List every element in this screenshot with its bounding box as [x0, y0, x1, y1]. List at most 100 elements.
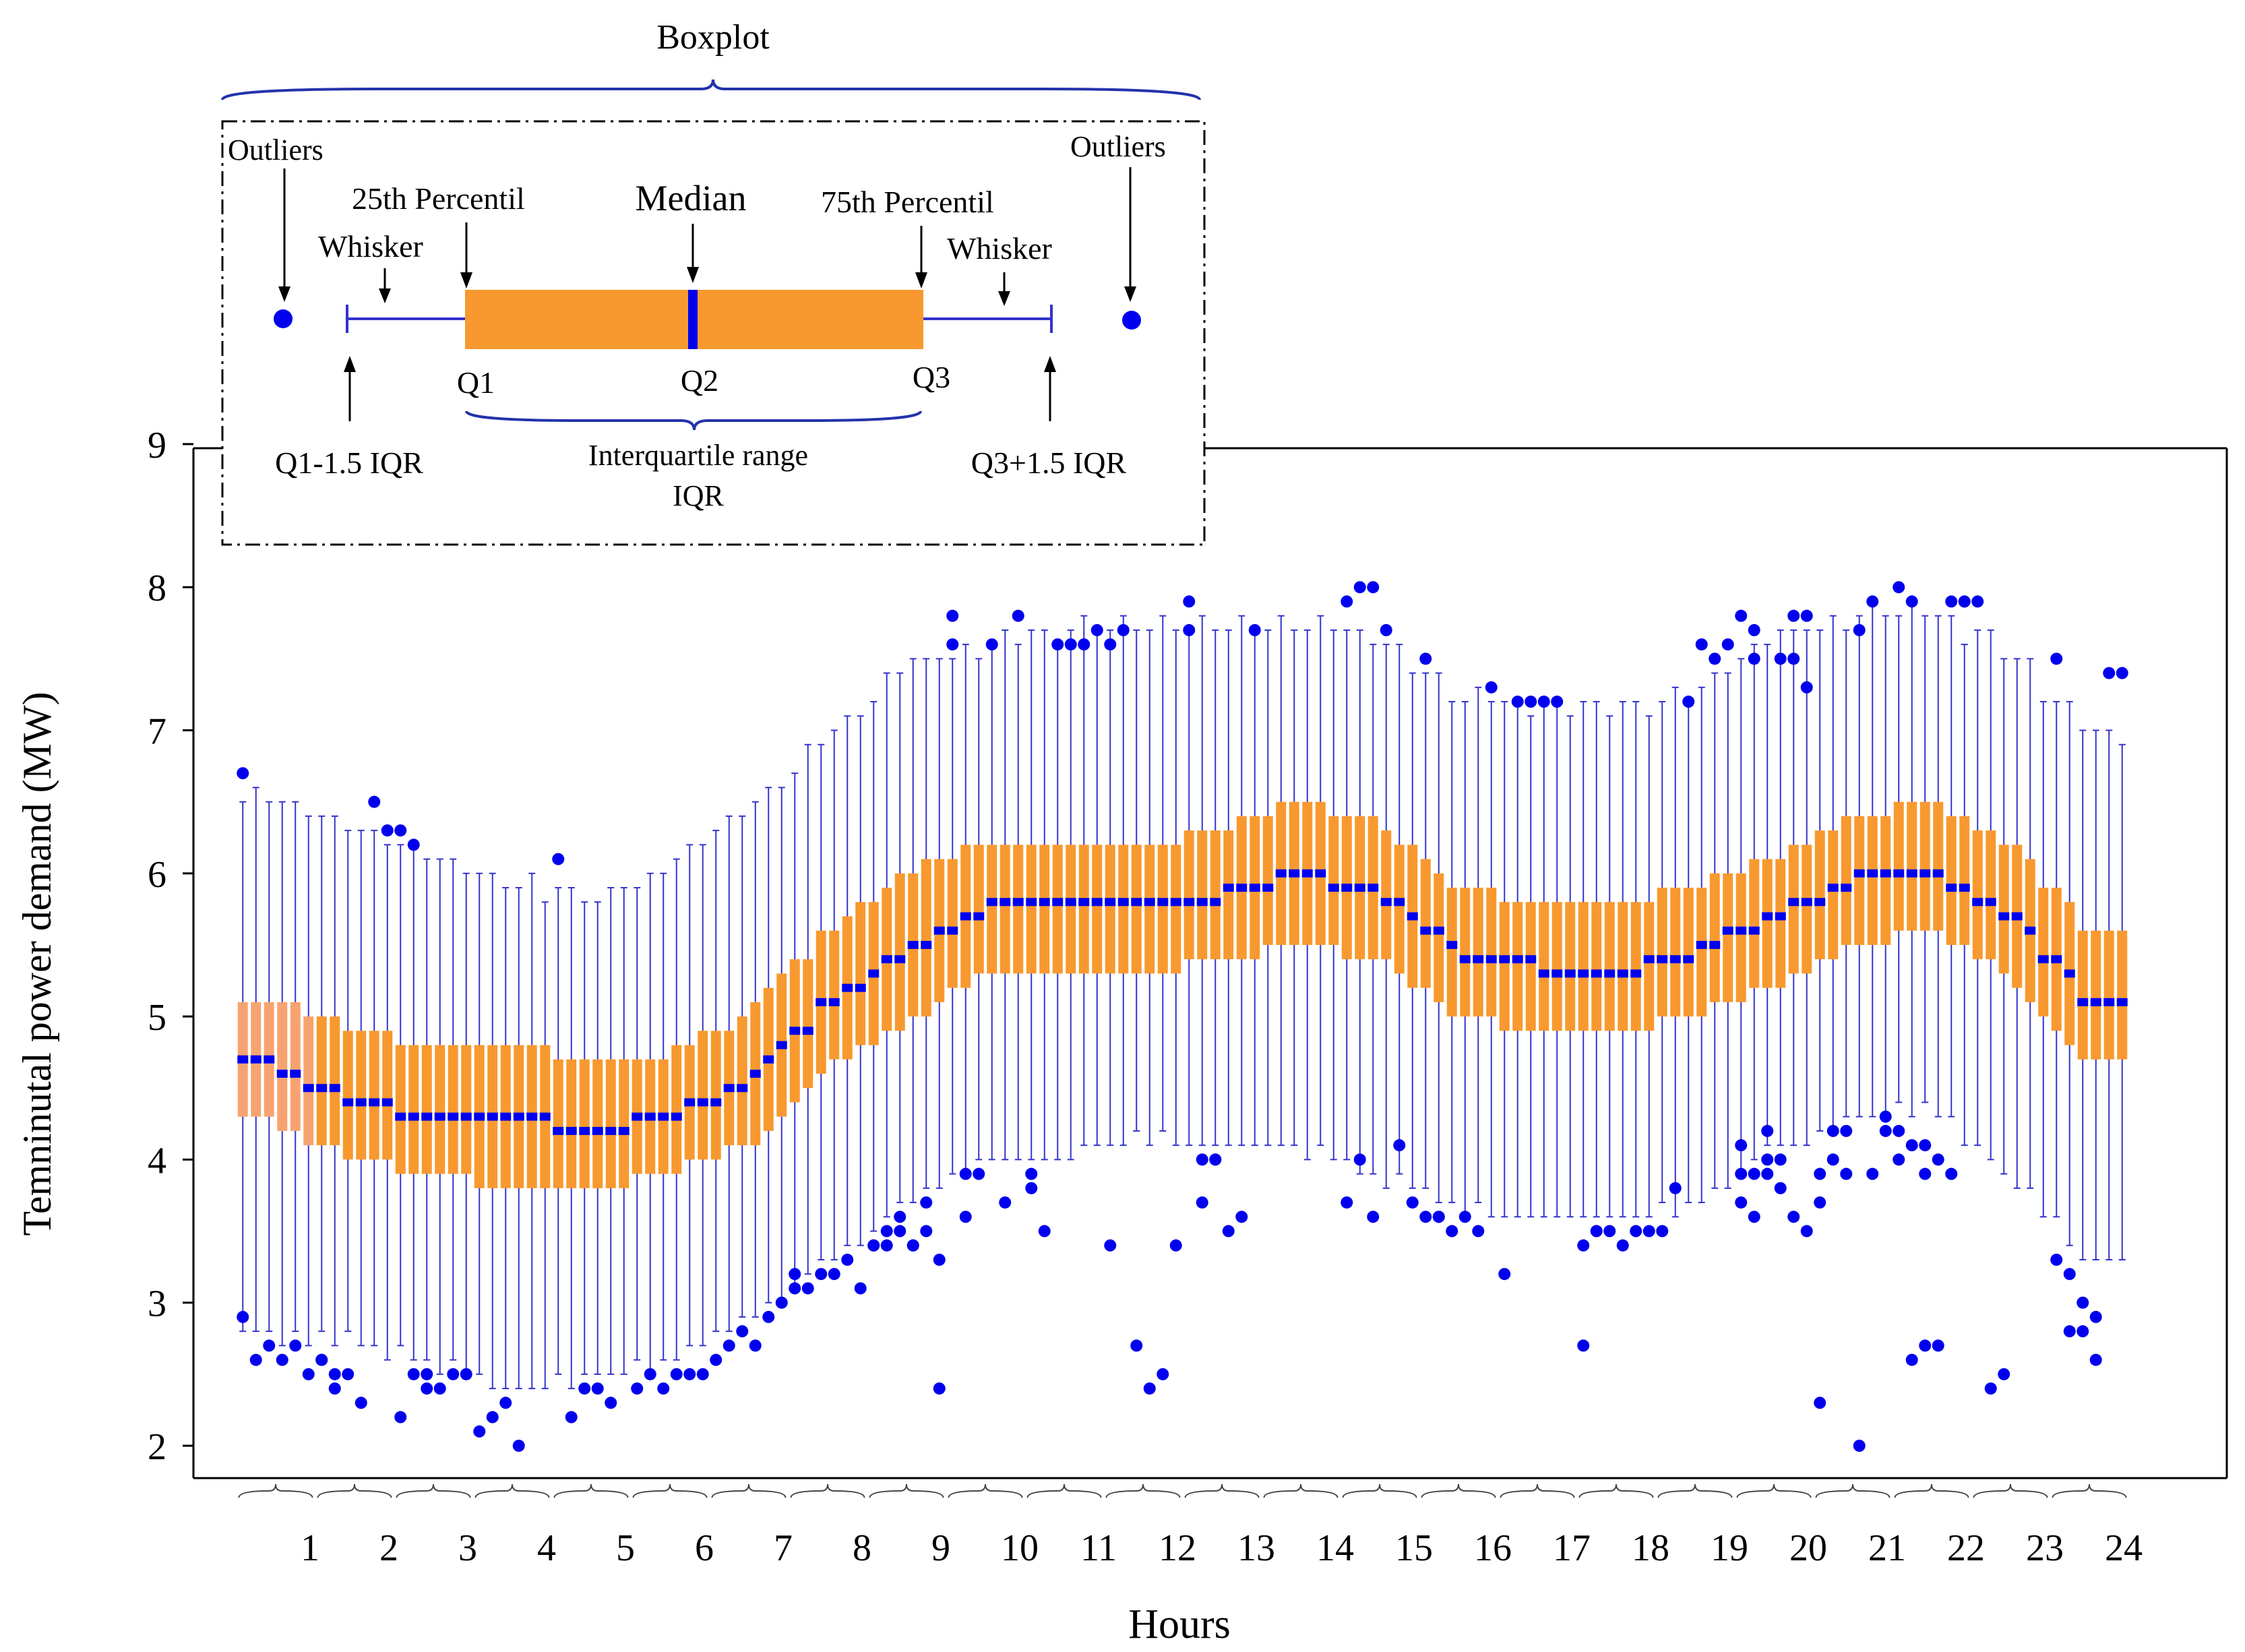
outlier-point-hour-12-3 — [1130, 1339, 1143, 1352]
median-mark-hour-10-box-3 — [973, 912, 985, 921]
iqr-box-hour-10-box-1 — [947, 859, 958, 988]
x-hour-brace-7 — [711, 1483, 787, 1498]
iqr-box-hour-16-box-6 — [1486, 888, 1497, 1017]
median-mark-hour-18-box-2 — [1591, 969, 1602, 978]
median-mark-hour-10-box-1 — [947, 926, 958, 935]
median-mark-hour-23-box-3 — [1998, 912, 2010, 921]
outlier-point-hour-3-5 — [447, 1368, 460, 1380]
iqr-box-hour-8-box-4 — [829, 930, 840, 1060]
outlier-point-hour-21-9 — [1840, 1167, 1853, 1180]
median-mark-hour-23-box-5 — [2025, 926, 2036, 935]
outlier-point-hour-19-1 — [1656, 1225, 1669, 1237]
median-mark-hour-6-box-2 — [644, 1112, 656, 1121]
iqr-box-hour-8-box-2 — [803, 959, 813, 1089]
median-mark-hour-4-box-1 — [474, 1112, 485, 1121]
median-mark-hour-3-box-2 — [408, 1112, 419, 1121]
median-mark-hour-13-box-1 — [1183, 898, 1195, 907]
outlier-point-hour-15-4 — [1380, 623, 1392, 636]
iqr-box-hour-16-box-5 — [1473, 888, 1483, 1017]
median-mark-hour-24-box-1 — [2051, 955, 2062, 964]
y-tick-label-8: 8 — [148, 568, 166, 609]
iqr-box-hour-7-box-1 — [710, 1031, 721, 1160]
x-axis-label: Hours — [1128, 1601, 1231, 1647]
boxplot-legend: Boxplot Outliers Outliers 25th Percentil… — [221, 18, 1206, 546]
legend-whisker-right-label: Whisker — [947, 231, 1052, 266]
outlier-point-hour-20-7 — [1735, 609, 1748, 622]
iqr-box-hour-18-box-6 — [1644, 902, 1655, 1031]
x-hour-brace-2 — [317, 1483, 392, 1498]
outlier-point-hour-10-4 — [985, 638, 998, 651]
x-hour-brace-17 — [1500, 1483, 1575, 1498]
iqr-box-hour-7-box-3 — [737, 1016, 747, 1146]
median-mark-hour-11-box-1 — [1026, 898, 1037, 907]
median-mark-hour-13-box-6 — [1249, 884, 1260, 892]
outlier-point-hour-9-7 — [867, 1239, 880, 1252]
x-hour-brace-4 — [474, 1483, 550, 1498]
median-mark-hour-1-box-1 — [237, 1055, 249, 1064]
outlier-point-hour-13-9 — [1209, 1153, 1222, 1166]
outlier-point-hour-8-5 — [841, 1254, 854, 1266]
outlier-point-hour-20-2 — [1748, 1211, 1760, 1223]
outlier-point-hour-22-10 — [1932, 1153, 1944, 1166]
axes: Temninutal power demand (MW) Hours 23456… — [15, 425, 2228, 1647]
median-mark-hour-24-box-2 — [2064, 969, 2075, 978]
iqr-box-hour-5-box-4 — [592, 1059, 603, 1188]
outlier-point-hour-15-7 — [1341, 1196, 1353, 1209]
outlier-point-hour-2-7 — [315, 1353, 328, 1366]
iqr-box-hour-5-box-1 — [553, 1059, 563, 1188]
median-mark-hour-16-box-6 — [1485, 955, 1497, 964]
legend-whisker-left-label: Whisker — [318, 229, 423, 264]
iqr-box-hour-21-box-4 — [1854, 816, 1865, 945]
median-mark-hour-15-box-3 — [1367, 884, 1379, 892]
outlier-point-hour-9-9 — [894, 1211, 906, 1223]
median-mark-hour-17-box-2 — [1512, 955, 1523, 964]
outlier-point-hour-20-1 — [1735, 1196, 1748, 1209]
outlier-point-hour-22-1 — [1893, 1124, 1905, 1137]
x-hour-brace-9 — [869, 1483, 944, 1498]
outlier-point-hour-1-1 — [237, 1310, 249, 1323]
outlier-point-hour-21-8 — [1826, 1124, 1839, 1137]
median-mark-hour-9-box-1 — [868, 969, 880, 978]
median-mark-hour-23-box-1 — [1972, 898, 1983, 907]
outlier-point-hour-1-5 — [289, 1339, 302, 1352]
iqr-box-hour-17-box-5 — [1551, 902, 1562, 1031]
outlier-point-hour-15-2 — [1353, 581, 1366, 594]
outlier-point-hour-10-3 — [973, 1167, 985, 1180]
x-hour-brace-12 — [1105, 1483, 1181, 1498]
iqr-box-hour-21-box-5 — [1867, 816, 1878, 945]
legend-median-mark — [688, 290, 698, 349]
median-mark-hour-4-box-5 — [526, 1112, 538, 1121]
iqr-box-hour-18-box-3 — [1604, 902, 1615, 1031]
median-mark-hour-1-box-4 — [276, 1070, 288, 1078]
median-mark-hour-9-box-2 — [881, 955, 892, 964]
outlier-point-hour-12-7 — [1104, 1239, 1117, 1252]
outlier-point-hour-8-2 — [801, 1282, 814, 1295]
legend-iqr-label-line2: IQR — [673, 479, 724, 512]
outlier-point-hour-6-6 — [696, 1368, 709, 1380]
x-tick-label-19: 19 — [1711, 1527, 1748, 1569]
median-mark-hour-4-box-3 — [500, 1112, 512, 1121]
median-mark-hour-10-box-5 — [1000, 898, 1011, 907]
median-mark-hour-12-box-4 — [1144, 898, 1155, 907]
outlier-point-hour-12-1 — [1104, 638, 1117, 651]
outlier-point-hour-5-2 — [565, 1411, 578, 1424]
x-tick-label-1: 1 — [301, 1527, 319, 1569]
outlier-point-hour-21-6 — [1879, 1110, 1892, 1123]
median-mark-hour-6-box-4 — [671, 1112, 682, 1121]
median-mark-hour-16-box-4 — [1459, 955, 1471, 964]
outlier-point-hour-21-7 — [1814, 1196, 1826, 1209]
median-mark-hour-5-box-4 — [592, 1126, 603, 1135]
legend-arrowhead-whisker-right — [998, 291, 1010, 306]
median-mark-hour-14-box-3 — [1289, 869, 1300, 878]
median-mark-hour-21-box-6 — [1880, 869, 1891, 878]
median-mark-hour-15-box-5 — [1394, 898, 1405, 907]
median-mark-hour-7-box-1 — [710, 1098, 722, 1107]
median-mark-hour-11-box-4 — [1065, 898, 1076, 907]
iqr-box-hour-20-box-4 — [1775, 859, 1786, 988]
median-mark-hour-18-box-6 — [1643, 955, 1655, 964]
iqr-box-hour-17-box-3 — [1525, 902, 1536, 1031]
outlier-point-hour-18-3 — [1603, 1225, 1616, 1237]
outlier-point-hour-1-2 — [249, 1353, 262, 1366]
outlier-point-hour-15-9 — [1367, 1211, 1380, 1223]
iqr-box-hour-2-box-6 — [382, 1031, 393, 1160]
